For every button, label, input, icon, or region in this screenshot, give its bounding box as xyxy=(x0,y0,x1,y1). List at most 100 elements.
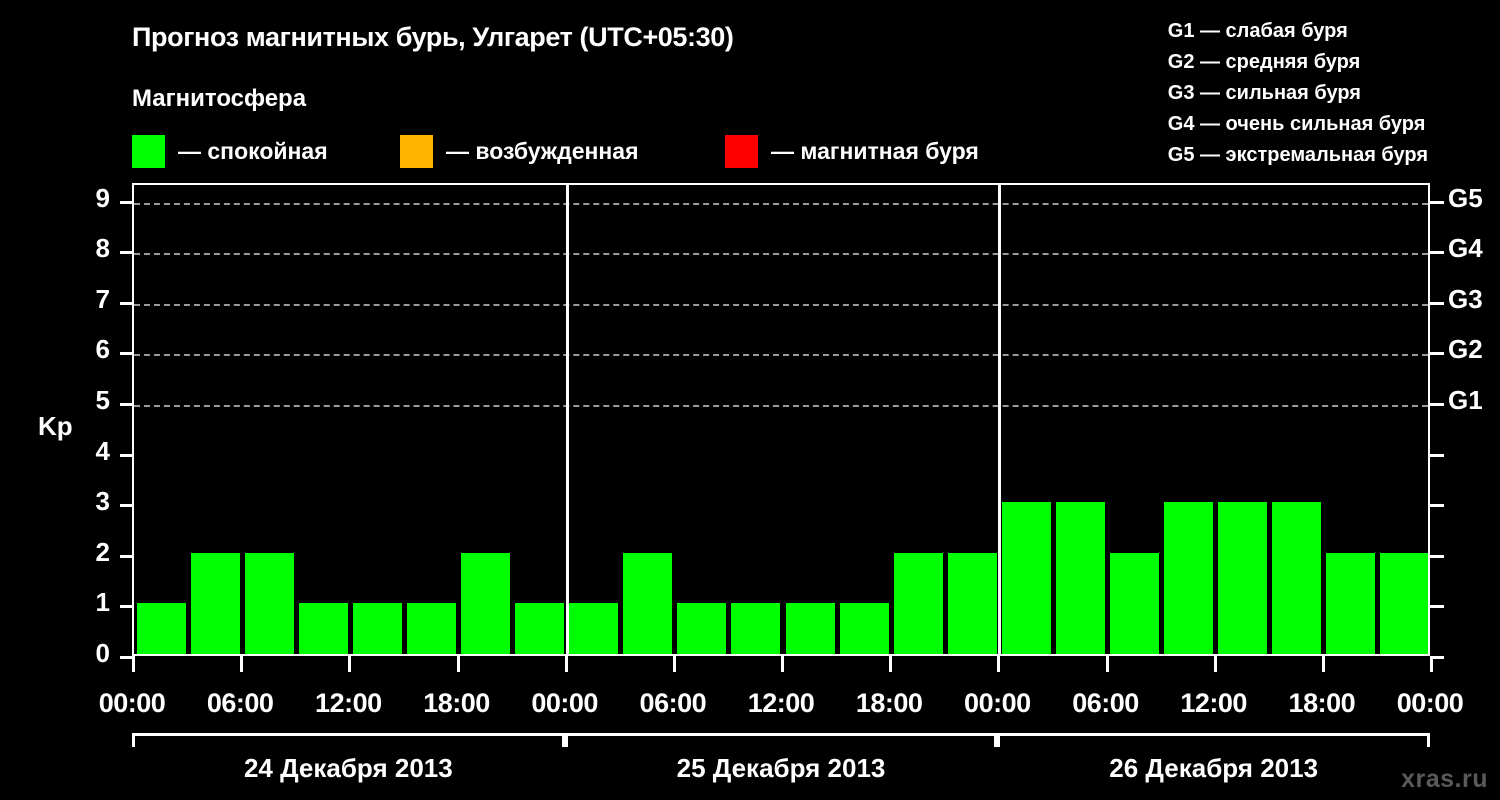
bar xyxy=(515,603,565,654)
x-tick-2 xyxy=(348,656,352,672)
bar xyxy=(1380,552,1428,654)
x-axis-label-8: 00:00 xyxy=(964,688,1031,718)
bar xyxy=(406,603,456,654)
bar xyxy=(1326,552,1376,654)
g-axis-tick-kp-0 xyxy=(1430,656,1444,659)
g-axis-label-G3: G3 xyxy=(1448,283,1483,314)
x-axis-label-3: 18:00 xyxy=(423,688,490,718)
magnetosphere-legend-label: — возбужденная xyxy=(446,137,639,164)
y-tick-8 xyxy=(120,251,132,255)
x-axis-label-12: 00:00 xyxy=(1396,688,1464,718)
x-axis-label-2: 12:00 xyxy=(315,688,382,718)
g-axis-tick-kp-4 xyxy=(1430,453,1444,457)
x-tick-1 xyxy=(240,656,244,672)
x-tick-7 xyxy=(889,656,893,672)
x-axis-label-9: 06:00 xyxy=(1072,688,1139,718)
x-tick-12 xyxy=(1430,656,1433,672)
bar xyxy=(893,552,943,654)
y-tick-4 xyxy=(120,453,132,457)
gridline-kp-6 xyxy=(134,354,1428,357)
magnetosphere-legend-item-storm: — магнитная буря xyxy=(725,133,979,169)
y-axis-label-3: 3 xyxy=(95,486,110,517)
y-tick-6 xyxy=(120,352,132,356)
bar xyxy=(1055,502,1105,654)
g-axis-tick-kp-6 xyxy=(1430,352,1444,356)
x-axis-label-0: 00:00 xyxy=(98,688,166,718)
y-axis-label-9: 9 xyxy=(95,182,110,213)
magnetosphere-legend-item-calm: — спокойная xyxy=(132,133,328,169)
bar xyxy=(677,603,727,654)
active-swatch-icon xyxy=(400,134,433,168)
bar xyxy=(569,603,619,654)
g-axis-tick-kp-8 xyxy=(1430,251,1444,255)
y-axis-label-0: 0 xyxy=(95,638,110,668)
y-tick-5 xyxy=(120,403,132,407)
gridline-kp-9 xyxy=(134,202,1428,205)
page-title: Прогноз магнитных бурь, Улгарет (UTC+05:… xyxy=(132,22,734,52)
x-tick-5 xyxy=(672,656,676,672)
gridline-kp-7 xyxy=(134,303,1428,306)
y-tick-2 xyxy=(120,554,132,558)
x-axis-label-1: 06:00 xyxy=(206,688,274,718)
magnetosphere-legend-item-active: — возбужденная xyxy=(400,133,639,169)
bar xyxy=(839,603,889,654)
g-axis-tick-kp-7 xyxy=(1430,301,1444,305)
g-axis-label-G5: G5 xyxy=(1448,182,1483,213)
date-label-2: 25 Декабря 2013 xyxy=(676,753,886,783)
x-tick-0 xyxy=(132,656,135,672)
g-scale-legend: G1 — слабая буря G2 — средняя буря G3 — си… xyxy=(1168,16,1428,171)
day-separator-2 xyxy=(998,185,1002,654)
magnetosphere-legend-label: — спокойная xyxy=(178,137,328,164)
g-axis-tick-kp-1 xyxy=(1430,605,1444,609)
bar xyxy=(1164,502,1214,654)
bar xyxy=(623,552,673,654)
g-axis-tick-kp-5 xyxy=(1430,403,1444,407)
y-axis-label-1: 1 xyxy=(95,587,110,618)
date-bracket-3 xyxy=(997,733,1430,747)
date-label-1: 24 Декабря 2013 xyxy=(243,753,453,783)
magnetosphere-heading: Магнитосфера xyxy=(132,85,307,112)
y-axis-label-6: 6 xyxy=(95,334,110,365)
bar xyxy=(1110,552,1160,654)
bar xyxy=(1001,502,1051,654)
x-tick-10 xyxy=(1213,656,1217,672)
bar xyxy=(298,603,348,654)
g-legend-row-1: G1 — слабая буря xyxy=(1167,20,1348,42)
magnetosphere-legend-label: — магнитная буря xyxy=(771,137,979,164)
x-tick-9 xyxy=(1105,656,1109,672)
calm-swatch-icon xyxy=(132,134,165,168)
bar xyxy=(461,552,511,654)
g-axis-tick-kp-2 xyxy=(1430,554,1444,558)
x-tick-11 xyxy=(1321,656,1325,672)
g-axis-tick-kp-9 xyxy=(1430,200,1444,204)
bar xyxy=(785,603,835,654)
bar xyxy=(190,552,240,654)
g-legend-row-3: G3 — сильная буря xyxy=(1167,82,1361,104)
storm-swatch-icon xyxy=(725,134,758,168)
bar xyxy=(244,552,294,654)
bar xyxy=(731,603,781,654)
y-tick-7 xyxy=(120,301,132,305)
y-axis-label-5: 5 xyxy=(95,385,110,416)
g-axis-label-G1: G1 xyxy=(1448,385,1483,416)
date-bracket-2 xyxy=(564,733,998,747)
y-tick-9 xyxy=(120,200,132,204)
g-legend-row-5: G5 — экстремальная буря xyxy=(1167,144,1428,166)
g-axis-tick-kp-3 xyxy=(1430,504,1444,508)
x-tick-4 xyxy=(564,656,568,672)
bar xyxy=(947,552,997,654)
plot-area xyxy=(132,183,1430,656)
day-separator-1 xyxy=(565,185,569,654)
x-axis-label-10: 12:00 xyxy=(1180,688,1247,718)
x-tick-8 xyxy=(997,656,1001,672)
bar xyxy=(1272,502,1322,654)
x-tick-6 xyxy=(781,656,784,672)
g-axis-label-G4: G4 xyxy=(1448,233,1483,264)
y-tick-1 xyxy=(120,605,132,609)
x-axis-label-4: 00:00 xyxy=(531,688,598,718)
g-legend-row-4: G4 — очень сильная буря xyxy=(1167,113,1426,135)
date-bracket-1 xyxy=(132,733,565,747)
bar xyxy=(1218,502,1268,654)
y-axis-label-4: 4 xyxy=(95,435,110,466)
